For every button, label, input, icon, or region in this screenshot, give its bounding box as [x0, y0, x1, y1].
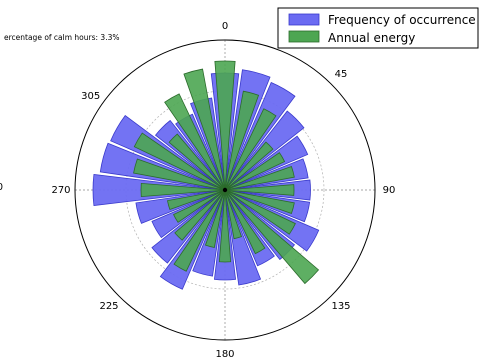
energy-bar-15 [224, 90, 260, 191]
legend-swatch-energy [288, 30, 320, 43]
center-point [222, 187, 228, 193]
angle-tick-labels: 0 45 90 135 180 225 270 305 [51, 21, 395, 360]
energy-bar-255 [167, 189, 226, 211]
energy-bar-90 [224, 184, 295, 196]
energy-bar-315 [168, 133, 226, 191]
angle-tick-305: 305 [81, 91, 100, 102]
left-edge-fragment: 0 [0, 182, 3, 193]
energy-bar-270 [140, 182, 226, 198]
energy-bar-165 [224, 189, 243, 240]
legend-label-frequency: Frequency of occurrence [328, 13, 476, 27]
legend-swatch-frequency [288, 13, 320, 26]
angle-tick-270: 270 [51, 185, 70, 196]
energy-bar-75 [224, 165, 295, 191]
angle-tick-45: 45 [335, 69, 348, 80]
legend: Frequency of occurrence Annual energy [277, 7, 479, 49]
polar-outer-circle [74, 39, 376, 341]
calm-hours-note: ercentage of calm hours: 3.3% [4, 33, 119, 42]
legend-label-energy: Annual energy [328, 31, 415, 45]
energy-bar-210 [173, 189, 226, 272]
energy-bar-300 [133, 132, 226, 191]
energy-bar-0 [214, 60, 236, 191]
energy-bar-180 [218, 189, 232, 263]
frequency-bar-75 [224, 158, 309, 191]
frequency-bar-195 [192, 189, 226, 277]
energy-bar-330 [164, 93, 226, 191]
angle-tick-0: 0 [222, 21, 228, 32]
energy-bar-60 [224, 152, 286, 191]
frequency-bar-105 [224, 189, 311, 223]
energy-bar-135 [224, 189, 320, 285]
polar-frame [74, 39, 376, 341]
bars-group [92, 60, 320, 290]
energy-bar-120 [224, 189, 296, 235]
energy-bar-195 [204, 189, 226, 248]
angle-tick-180: 180 [215, 349, 234, 360]
angle-tick-135: 135 [331, 301, 350, 312]
frequency-bar-15 [224, 69, 271, 191]
frequency-bar-165 [224, 189, 262, 286]
energy-bar-285 [133, 158, 226, 191]
angle-tick-225: 225 [99, 301, 118, 312]
energy-bar-225 [174, 189, 226, 241]
energy-bar-30 [224, 108, 277, 191]
energy-bar-240 [173, 189, 226, 223]
frequency-bar-285 [99, 142, 226, 191]
energy-bar-345 [183, 68, 226, 191]
angle-tick-90: 90 [383, 185, 396, 196]
energy-bar-105 [224, 189, 295, 215]
energy-bar-150 [224, 189, 266, 255]
energy-bar-45 [224, 141, 274, 191]
frequency-bar-255 [135, 189, 226, 224]
